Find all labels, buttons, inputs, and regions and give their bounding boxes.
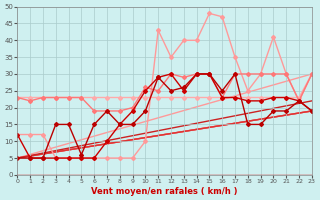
X-axis label: Vent moyen/en rafales ( km/h ): Vent moyen/en rafales ( km/h ) [91,187,238,196]
